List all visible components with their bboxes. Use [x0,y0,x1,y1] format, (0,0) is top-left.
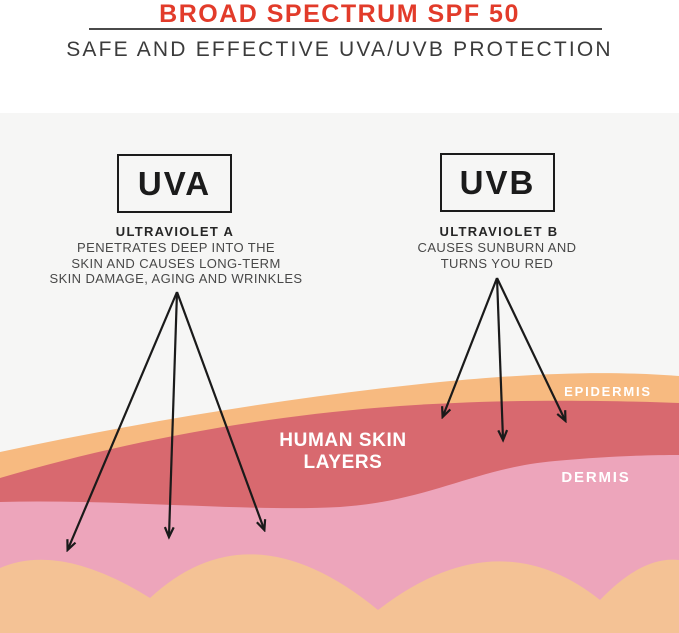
title-divider [89,28,602,30]
uva-desc-line: SKIN DAMAGE, AGING AND WRINKLES [49,271,303,286]
uvb-name: ULTRAVIOLET B [439,224,559,239]
uva-desc-line: SKIN AND CAUSES LONG-TERM [71,255,281,271]
uvb-description: CAUSES SUNBURN AND TURNS YOU RED [397,240,597,271]
uvb-box: UVB [440,153,555,212]
uvb-box-label: UVB [459,163,536,201]
human-skin-layers-line: HUMAN SKIN [279,430,407,451]
diagram-panel [0,113,679,633]
uva-name: ULTRAVIOLET A [115,224,235,239]
page-subtitle: SAFE AND EFFECTIVE UVA/UVB PROTECTION [66,38,613,61]
uva-box: UVA [117,154,232,213]
uva-description: PENETRATES DEEP INTO THE SKIN AND CAUSES… [36,240,316,287]
epidermis-label: EPIDERMIS [564,384,652,399]
uvb-desc-line: TURNS YOU RED [440,255,554,271]
uvb-desc-line: CAUSES SUNBURN AND [417,240,577,255]
uva-desc-line: PENETRATES DEEP INTO THE [77,240,275,255]
uva-box-label: UVA [137,164,212,202]
page-title: BROAD SPECTRUM SPF 50 [159,0,520,28]
human-skin-layers-label: HUMAN SKIN LAYERS [262,430,424,474]
human-skin-layers-line: LAYERS [303,452,383,473]
dermis-label: DERMIS [561,469,631,486]
